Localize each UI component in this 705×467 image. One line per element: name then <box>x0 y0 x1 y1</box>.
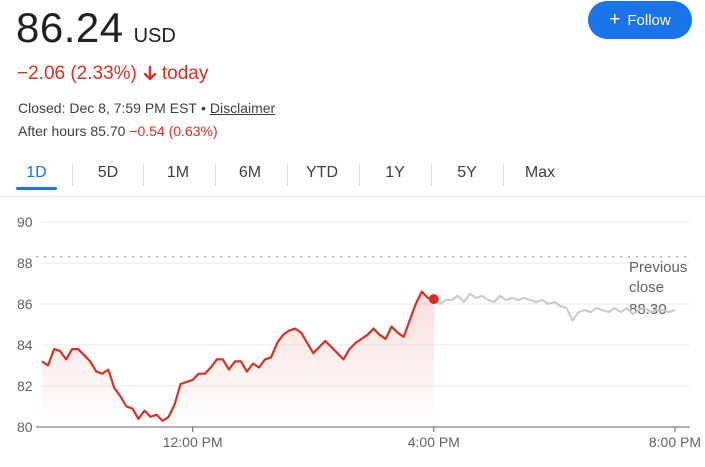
tab-divider <box>503 164 504 186</box>
axes: 80 82 84 86 88 90 12:00 PM 4:00 PM 8:00 PM <box>17 214 701 450</box>
tab-divider <box>215 164 216 186</box>
tab-divider <box>287 164 288 186</box>
tab-divider <box>359 164 360 186</box>
regular-session-area <box>42 291 434 427</box>
grid-lines <box>42 221 690 387</box>
tab-divider <box>431 164 432 186</box>
disclaimer-link[interactable]: Disclaimer <box>209 100 276 116</box>
plus-icon: + <box>609 8 621 30</box>
after-hours-price: After hours 85.70 <box>18 123 126 139</box>
x-tick-label: 8:00 PM <box>649 434 701 450</box>
x-tick-label: 4:00 PM <box>408 434 460 450</box>
tab-max[interactable]: Max <box>524 164 556 181</box>
tab-5d[interactable]: 5D <box>97 164 119 181</box>
tab-ytd[interactable]: YTD <box>306 164 338 181</box>
after-hours-info: After hours 85.70 −0.54 (0.63%) <box>18 123 218 139</box>
close-marker-group <box>428 294 439 305</box>
x-tick-label: 12:00 PM <box>163 434 223 450</box>
after-hours-line <box>433 292 676 322</box>
y-tick-label: 88 <box>17 255 33 271</box>
tab-1d[interactable]: 1D <box>26 164 47 181</box>
after-hours-change: −0.54 (0.63%) <box>129 123 218 139</box>
closed-time: Closed: Dec 8, 7:59 PM EST <box>18 100 197 116</box>
price-change: −2.06 (2.33%) today <box>17 63 208 85</box>
y-tick-label: 90 <box>17 214 33 230</box>
follow-label: Follow <box>627 11 671 29</box>
tab-1y[interactable]: 1Y <box>385 164 405 181</box>
follow-button[interactable]: + Follow <box>588 1 692 39</box>
currency-label: USD <box>133 25 176 47</box>
arrow-down-icon <box>143 66 157 81</box>
change-amount: −2.06 (2.33%) <box>17 63 137 84</box>
previous-close-label-line2: close <box>629 279 664 296</box>
market-close-dot <box>428 294 439 305</box>
y-tick-label: 80 <box>17 419 33 435</box>
tab-5y[interactable]: 5Y <box>457 164 477 181</box>
active-tab-indicator <box>16 187 57 190</box>
previous-close-label-line1: Previous <box>629 259 687 276</box>
tabs-divider-line <box>0 196 705 197</box>
tab-divider <box>143 164 144 186</box>
time-range-tabs: 1D 5D 1M 6M YTD 1Y 5Y Max <box>0 156 705 194</box>
closed-info: Closed: Dec 8, 7:59 PM EST • Disclaimer <box>18 100 275 116</box>
separator-dot: • <box>200 100 206 116</box>
change-period: today <box>161 63 209 84</box>
y-tick-label: 86 <box>17 296 33 312</box>
tab-divider <box>72 164 73 186</box>
current-price: 86.24 <box>16 4 124 51</box>
regular-session-line <box>41 290 435 422</box>
tab-6m[interactable]: 6M <box>238 164 262 181</box>
y-tick-label: 82 <box>17 378 33 394</box>
tab-1m[interactable]: 1M <box>166 164 190 181</box>
price-row: 86.24 USD <box>16 4 176 52</box>
y-tick-label: 84 <box>17 337 33 353</box>
